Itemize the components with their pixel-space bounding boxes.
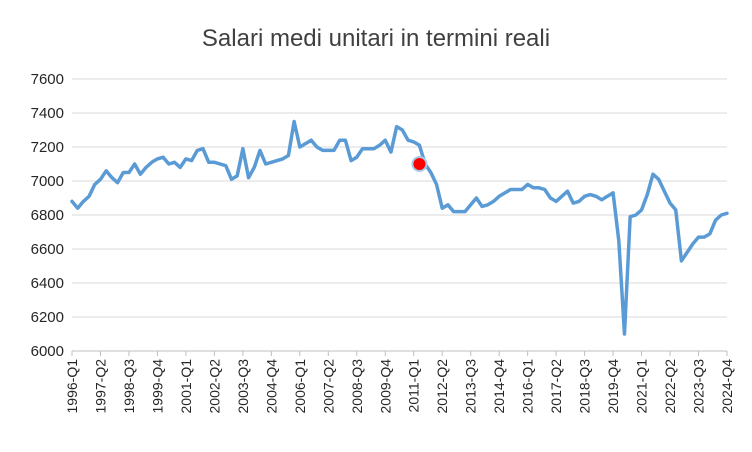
x-tick-label-2009-Q4: 2009-Q4 <box>377 359 393 414</box>
series-layer <box>70 119 729 336</box>
y-tick-label-6800: 6800 <box>31 207 64 224</box>
x-tick-label-1997-Q2: 1997-Q2 <box>92 359 108 414</box>
x-axis-tick-labels: 1996-Q1 1997-Q2 1998-Q3 1999-Q4 2001-Q1 2002-… <box>64 351 735 413</box>
x-tick-label-2023-Q3: 2023-Q3 <box>691 359 707 414</box>
x-tick-label-2016-Q1: 2016-Q1 <box>520 359 536 414</box>
x-tick-label-1999-Q4: 1999-Q4 <box>149 359 165 414</box>
marker-layer <box>411 156 428 172</box>
x-tick-label-1996-Q1: 1996-Q1 <box>64 359 80 414</box>
y-tick-label-6400: 6400 <box>31 275 64 292</box>
y-tick-label-7000: 7000 <box>31 173 64 190</box>
y-tick-label-6200: 6200 <box>31 309 64 326</box>
y-tick-label-7400: 7400 <box>31 105 64 122</box>
x-tick-label-2008-Q3: 2008-Q3 <box>349 359 365 414</box>
x-tick-label-2012-Q2: 2012-Q2 <box>434 359 450 414</box>
y-tick-label-7600: 7600 <box>31 71 64 88</box>
y-tick-label-6000: 6000 <box>31 343 64 360</box>
series-line <box>70 119 729 336</box>
y-tick-label-6600: 6600 <box>31 241 64 258</box>
x-tick-label-2018-Q3: 2018-Q3 <box>577 359 593 414</box>
x-tick-label-2019-Q4: 2019-Q4 <box>605 359 621 414</box>
x-tick-label-2002-Q2: 2002-Q2 <box>206 359 222 414</box>
x-tick-label-2003-Q3: 2003-Q3 <box>235 359 251 414</box>
gridlines <box>72 78 727 318</box>
x-tick-label-2022-Q2: 2022-Q2 <box>662 359 678 414</box>
highlight-marker <box>411 156 428 172</box>
x-tick-label-2014-Q4: 2014-Q4 <box>491 359 507 414</box>
y-axis-tick-labels: 6000 6200 6400 6600 6800 7000 7200 7400 7600 <box>31 71 64 360</box>
x-tick-label-2007-Q2: 2007-Q2 <box>320 359 336 414</box>
chart-title: Salari medi unitari in termini reali <box>202 25 550 52</box>
x-tick-label-2013-Q3: 2013-Q3 <box>463 359 479 414</box>
x-tick-label-2017-Q2: 2017-Q2 <box>548 359 564 414</box>
x-tick-label-2004-Q4: 2004-Q4 <box>263 359 279 414</box>
x-tick-label-2021-Q1: 2021-Q1 <box>634 359 650 414</box>
x-tick-label-2001-Q1: 2001-Q1 <box>178 359 194 414</box>
x-tick-label-2011-Q1: 2011-Q1 <box>406 359 422 413</box>
y-tick-label-7200: 7200 <box>31 139 64 156</box>
x-tick-label-2024-Q4: 2024-Q4 <box>719 359 735 414</box>
x-tick-label-1998-Q3: 1998-Q3 <box>121 359 137 414</box>
x-tick-label-2006-Q1: 2006-Q1 <box>292 359 308 414</box>
